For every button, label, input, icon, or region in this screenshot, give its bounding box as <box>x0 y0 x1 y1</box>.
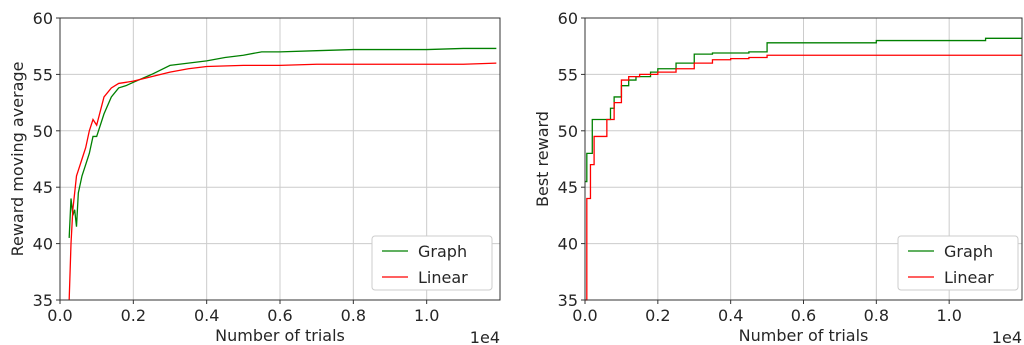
legend: Graph Linear <box>897 235 1019 291</box>
x-axis-title: Number of trials <box>215 326 345 345</box>
y-axis-title: Reward moving average <box>8 62 27 257</box>
legend-label-linear: Linear <box>418 268 468 287</box>
x-tick-label: 0.2 <box>121 306 146 325</box>
y-tick-label: 50 <box>33 122 53 141</box>
y-tick-label: 55 <box>33 65 53 84</box>
x-offset-label: 1e4 <box>470 328 500 345</box>
legend-label-linear: Linear <box>944 268 994 287</box>
x-tick-label: 0.6 <box>267 306 292 325</box>
x-tick-label: 1.0 <box>414 306 439 325</box>
reward-moving-average-chart: 35 40 45 50 55 60 0.0 0.2 0.4 0.6 0.8 1.0 Number of … <box>8 9 501 345</box>
y-axis-title: Best reward <box>533 111 552 207</box>
x-tick-label: 0.8 <box>341 306 366 325</box>
x-tick-label: 0.8 <box>864 306 889 325</box>
x-tick-label: 0.0 <box>47 306 72 325</box>
series-line-linear <box>585 54 1022 301</box>
y-tick-label: 35 <box>558 291 578 310</box>
series-line-graph <box>68 47 497 238</box>
y-tick-label: 35 <box>33 291 53 310</box>
x-tick-label: 0.2 <box>645 306 670 325</box>
x-tick-label: 0.4 <box>718 306 743 325</box>
series-line-linear <box>68 62 497 301</box>
y-tick-label: 60 <box>558 9 578 28</box>
x-tick-label: 0.6 <box>791 306 816 325</box>
y-tick-label: 45 <box>558 178 578 197</box>
x-tick-label: 0.0 <box>572 306 597 325</box>
x-axis-title: Number of trials <box>739 326 869 345</box>
y-tick-label: 55 <box>558 65 578 84</box>
y-tick-label: 50 <box>558 122 578 141</box>
legend-label-graph: Graph <box>944 242 993 261</box>
y-tick-label: 45 <box>33 178 53 197</box>
x-tick-label: 1.0 <box>936 306 961 325</box>
legend-label-graph: Graph <box>418 242 467 261</box>
x-tick-label: 0.4 <box>194 306 219 325</box>
x-offset-label: 1e4 <box>992 328 1022 345</box>
y-tick-label: 60 <box>33 9 53 28</box>
y-tick-label: 40 <box>33 235 53 254</box>
best-reward-chart: 35 40 45 50 55 60 0.0 0.2 0.4 0.6 0.8 1.0 Number of … <box>533 9 1023 345</box>
y-tick-label: 40 <box>558 235 578 254</box>
legend: Graph Linear <box>371 235 493 291</box>
